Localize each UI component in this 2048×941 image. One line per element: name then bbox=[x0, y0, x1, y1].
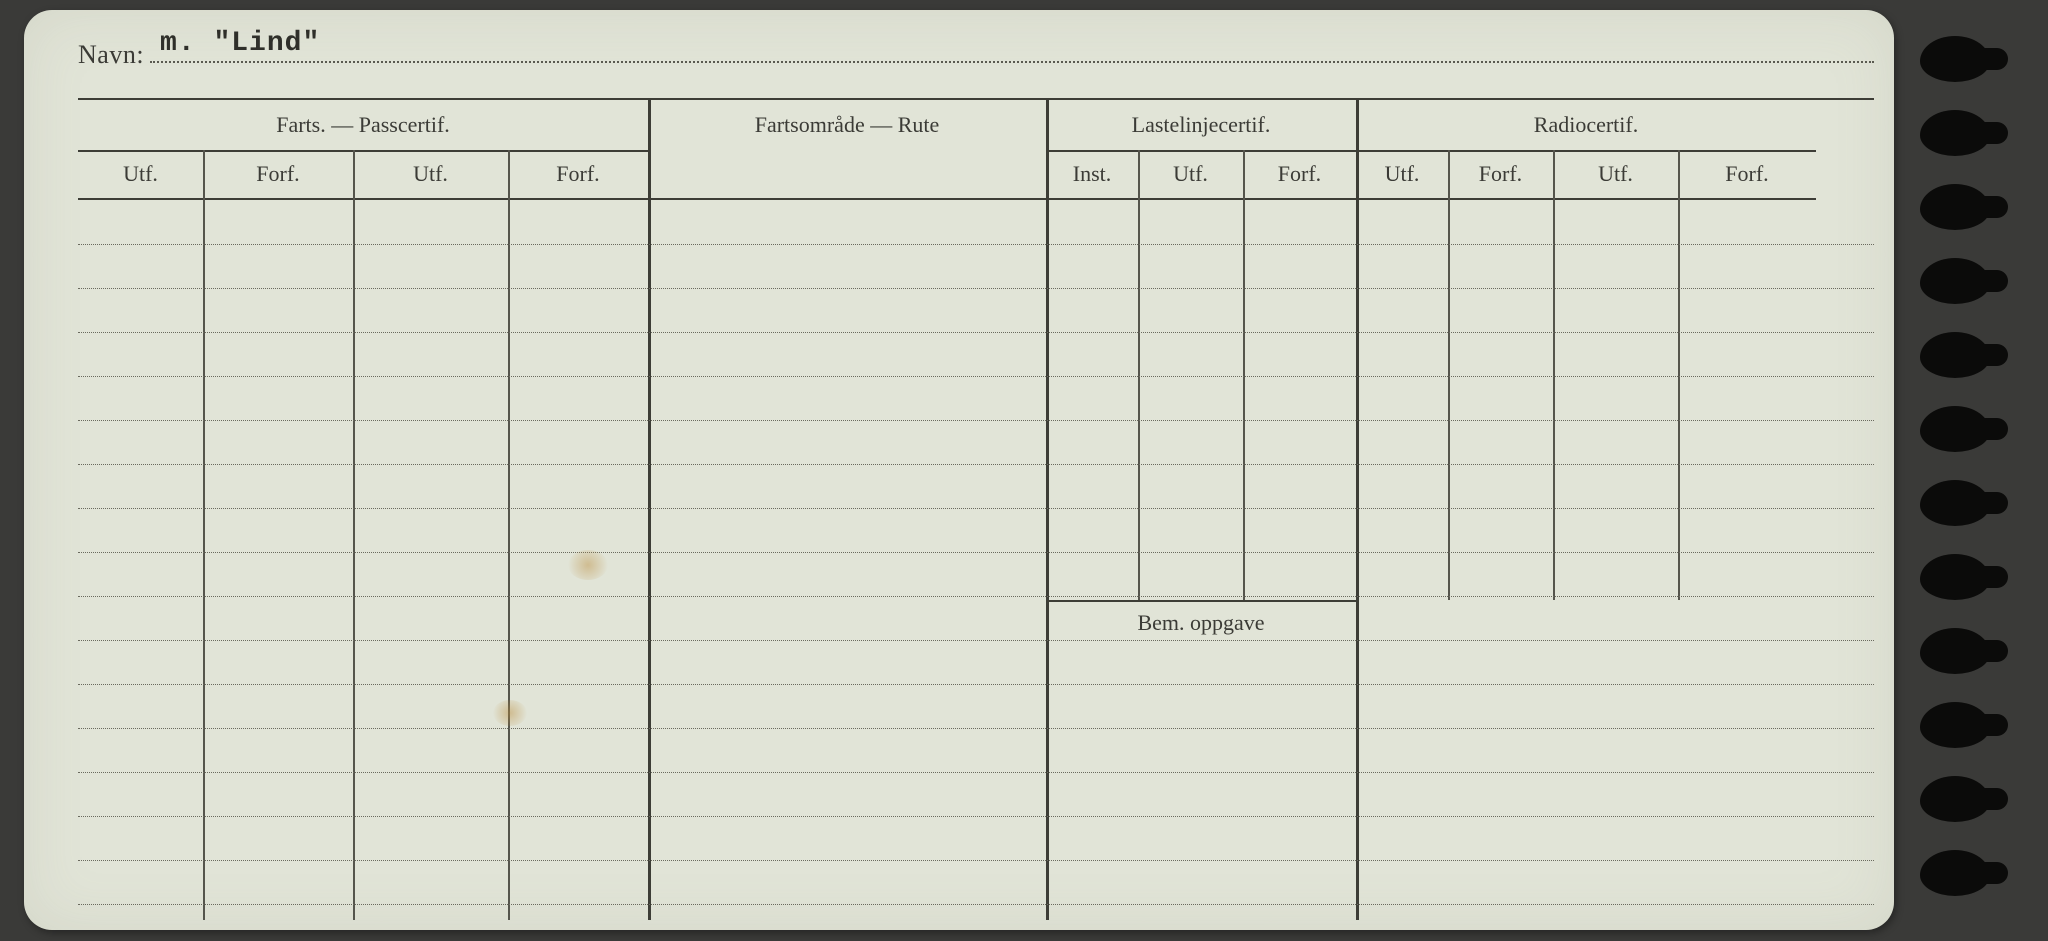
sub-farts-forf1: Forf. bbox=[203, 150, 353, 198]
sub-laste-utf: Utf. bbox=[1138, 150, 1243, 198]
sub-laste-inst: Inst. bbox=[1046, 150, 1138, 198]
bem-oppgave-label: Bem. oppgave bbox=[1046, 610, 1356, 636]
vline-laste-1 bbox=[1138, 150, 1140, 600]
sub-radio-forf2: Forf. bbox=[1678, 150, 1816, 198]
sub-farts-utf2: Utf. bbox=[353, 150, 508, 198]
ledger-row bbox=[78, 464, 1874, 465]
ledger-row bbox=[78, 640, 1874, 641]
hdr-farts-passcertif: Farts. — Passcertif. bbox=[78, 100, 648, 150]
ledger-row bbox=[78, 508, 1874, 509]
binder-hole bbox=[1920, 776, 1990, 822]
ledger-row bbox=[78, 816, 1874, 817]
vline-radio-2 bbox=[1553, 150, 1555, 600]
ledger-row bbox=[78, 420, 1874, 421]
ledger-row bbox=[78, 332, 1874, 333]
binder-hole bbox=[1920, 628, 1990, 674]
ledger-row bbox=[78, 244, 1874, 245]
vline-laste-2 bbox=[1243, 150, 1245, 600]
navn-label: Navn: bbox=[78, 40, 144, 70]
ledger-row bbox=[78, 860, 1874, 861]
binder-holes bbox=[1900, 36, 2020, 906]
ledger-row bbox=[78, 728, 1874, 729]
vline-farts-1 bbox=[203, 150, 205, 920]
stain-1 bbox=[568, 550, 608, 580]
sub-farts-utf1: Utf. bbox=[78, 150, 203, 198]
hdr-rule-bottom bbox=[78, 198, 1816, 200]
vline-farts-2 bbox=[353, 150, 355, 920]
record-card: Navn: m. "Lind" Farts. — Passcertif. Far… bbox=[24, 10, 1894, 930]
ledger-row bbox=[78, 596, 1874, 597]
header-row-1: Farts. — Passcertif. Fartsområde — Rute … bbox=[78, 100, 1874, 150]
navn-value: m. "Lind" bbox=[160, 28, 320, 59]
section-divider-3 bbox=[1356, 100, 1359, 920]
binder-hole bbox=[1920, 258, 1990, 304]
stain-2 bbox=[493, 700, 527, 726]
navn-row: Navn: m. "Lind" bbox=[78, 40, 1874, 92]
binder-hole bbox=[1920, 110, 1990, 156]
vline-farts-3 bbox=[508, 150, 510, 920]
ledger-row bbox=[78, 552, 1874, 553]
binder-hole bbox=[1920, 554, 1990, 600]
vline-radio-3 bbox=[1678, 150, 1680, 600]
ledger-row bbox=[78, 684, 1874, 685]
ledger-row bbox=[78, 376, 1874, 377]
binder-hole bbox=[1920, 702, 1990, 748]
sub-laste-forf: Forf. bbox=[1243, 150, 1356, 198]
binder-hole bbox=[1920, 480, 1990, 526]
hdr-lastelinjecertif: Lastelinjecertif. bbox=[1046, 100, 1356, 150]
hdr-fartsomrade-rute: Fartsområde — Rute bbox=[648, 100, 1046, 150]
ledger-grid: Farts. — Passcertif. Fartsområde — Rute … bbox=[78, 100, 1874, 920]
sub-radio-forf1: Forf. bbox=[1448, 150, 1553, 198]
binder-hole bbox=[1920, 184, 1990, 230]
section-divider-2 bbox=[1046, 100, 1049, 920]
navn-field-line: m. "Lind" bbox=[150, 41, 1874, 63]
hdr-radiocertif: Radiocertif. bbox=[1356, 100, 1816, 150]
ledger-row bbox=[78, 904, 1874, 905]
header-row-2: Utf. Forf. Utf. Forf. Inst. Utf. Forf. U… bbox=[78, 150, 1874, 198]
ledger-row bbox=[78, 772, 1874, 773]
ledger-row bbox=[78, 288, 1874, 289]
section-divider-1 bbox=[648, 100, 651, 920]
bem-oppgave-line bbox=[1046, 600, 1356, 602]
sub-radio-utf2: Utf. bbox=[1553, 150, 1678, 198]
sub-farts-forf2: Forf. bbox=[508, 150, 648, 198]
binder-hole bbox=[1920, 850, 1990, 896]
binder-hole bbox=[1920, 406, 1990, 452]
binder-hole bbox=[1920, 36, 1990, 82]
vline-radio-1 bbox=[1448, 150, 1450, 600]
sub-radio-utf1: Utf. bbox=[1356, 150, 1448, 198]
binder-hole bbox=[1920, 332, 1990, 378]
